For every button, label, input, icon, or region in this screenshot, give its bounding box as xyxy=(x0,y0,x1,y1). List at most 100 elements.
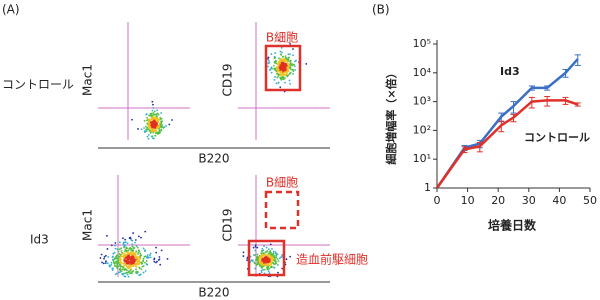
cell-dot xyxy=(266,257,269,260)
cell-dot xyxy=(252,246,255,249)
cell-dot xyxy=(292,48,294,50)
cell-dot xyxy=(115,254,118,257)
plots xyxy=(98,22,330,278)
cell-dot xyxy=(114,247,117,250)
cell-dot xyxy=(146,128,149,131)
cell-dot xyxy=(260,255,263,258)
y-label: Mac1 xyxy=(81,209,95,241)
cell-dot xyxy=(266,251,268,253)
cell-dot xyxy=(153,258,156,261)
cell-dot xyxy=(155,251,158,254)
gate-label: B細胞 xyxy=(266,31,298,45)
cell-dot xyxy=(157,125,160,127)
cell-dot xyxy=(134,265,137,267)
row-label: コントロール xyxy=(2,78,74,92)
cell-dot xyxy=(137,263,139,266)
cell-dot xyxy=(134,239,137,241)
cell-dot xyxy=(275,82,278,85)
cell-dot xyxy=(142,260,145,263)
cell-dot xyxy=(136,261,139,264)
cell-dot xyxy=(272,266,274,269)
y-tick-label: 10¹ xyxy=(413,152,431,165)
cell-dot xyxy=(294,69,297,71)
cell-dot xyxy=(289,67,292,69)
cell-dot xyxy=(160,125,163,128)
cell-dot xyxy=(113,264,116,267)
cell-dot xyxy=(260,269,263,272)
cell-dot xyxy=(155,113,158,116)
cell-dot xyxy=(277,75,280,77)
cell-dot xyxy=(152,103,154,106)
cell-dot xyxy=(151,122,154,125)
cell-dot xyxy=(171,119,173,121)
cell-dot xyxy=(159,124,162,126)
cell-dot xyxy=(270,258,273,261)
cell-dot xyxy=(103,256,106,258)
cell-dot xyxy=(122,241,125,244)
cell-dot xyxy=(154,132,157,135)
gate xyxy=(264,44,302,92)
cell-dot xyxy=(129,265,132,268)
cell-dot xyxy=(140,268,143,271)
cell-dot xyxy=(158,118,160,121)
cell-dot xyxy=(256,255,259,258)
cell-dot xyxy=(122,273,124,276)
cell-dot xyxy=(118,268,121,271)
cell-dot xyxy=(263,258,266,260)
y-label: Mac1 xyxy=(81,64,95,96)
cell-dot xyxy=(158,128,160,130)
cell-dot xyxy=(151,135,154,138)
cell-dot xyxy=(148,118,151,121)
cell-dot xyxy=(149,131,152,134)
cell-dot xyxy=(120,270,123,272)
cell-dot xyxy=(292,70,295,73)
cell-dot xyxy=(127,249,130,252)
cell-dot xyxy=(282,55,284,58)
cell-dot xyxy=(168,123,171,126)
cell-dot xyxy=(123,250,126,253)
cell-dot xyxy=(260,271,263,274)
cell-dot xyxy=(273,60,276,63)
cell-dot xyxy=(289,42,292,45)
gate xyxy=(247,239,286,277)
cell-dot xyxy=(263,262,265,264)
cell-dot xyxy=(281,60,283,62)
cell-dot xyxy=(134,241,136,244)
cell-dot xyxy=(285,64,288,67)
cell-dot xyxy=(274,59,277,62)
cell-dot xyxy=(113,251,116,254)
cell-dot xyxy=(130,268,132,270)
cell-dot xyxy=(129,252,132,255)
series-line xyxy=(435,99,579,189)
cell-dot xyxy=(268,59,270,62)
cell-dot xyxy=(282,60,285,63)
cell-dot xyxy=(279,62,281,65)
cell-dot xyxy=(256,246,259,249)
cell-dot xyxy=(150,123,152,126)
cell-dot xyxy=(133,247,135,250)
cell-dot xyxy=(138,267,141,270)
cell-dot xyxy=(269,243,272,246)
cell-dot xyxy=(108,264,111,267)
cell-dot xyxy=(126,242,129,245)
cell-dot xyxy=(111,269,114,272)
cell-dot xyxy=(146,122,149,125)
cell-dot xyxy=(272,64,275,67)
cell-dot xyxy=(149,252,152,255)
cell-dot xyxy=(279,67,282,70)
cell-dot xyxy=(265,255,268,258)
cell-dot xyxy=(146,135,149,138)
cell-dot xyxy=(136,272,138,275)
cell-dot xyxy=(287,53,290,56)
cell-dot xyxy=(283,63,285,65)
row-label: Id3 xyxy=(30,233,49,247)
cell-dot xyxy=(273,78,276,81)
cell-dot xyxy=(242,255,245,257)
cell-dot xyxy=(276,76,279,79)
cell-dot xyxy=(137,257,140,260)
cell-dot xyxy=(126,261,129,264)
cell-dot xyxy=(262,252,265,255)
cell-dot xyxy=(117,260,120,263)
cell-dot xyxy=(270,263,272,266)
cell-dot xyxy=(123,259,126,262)
